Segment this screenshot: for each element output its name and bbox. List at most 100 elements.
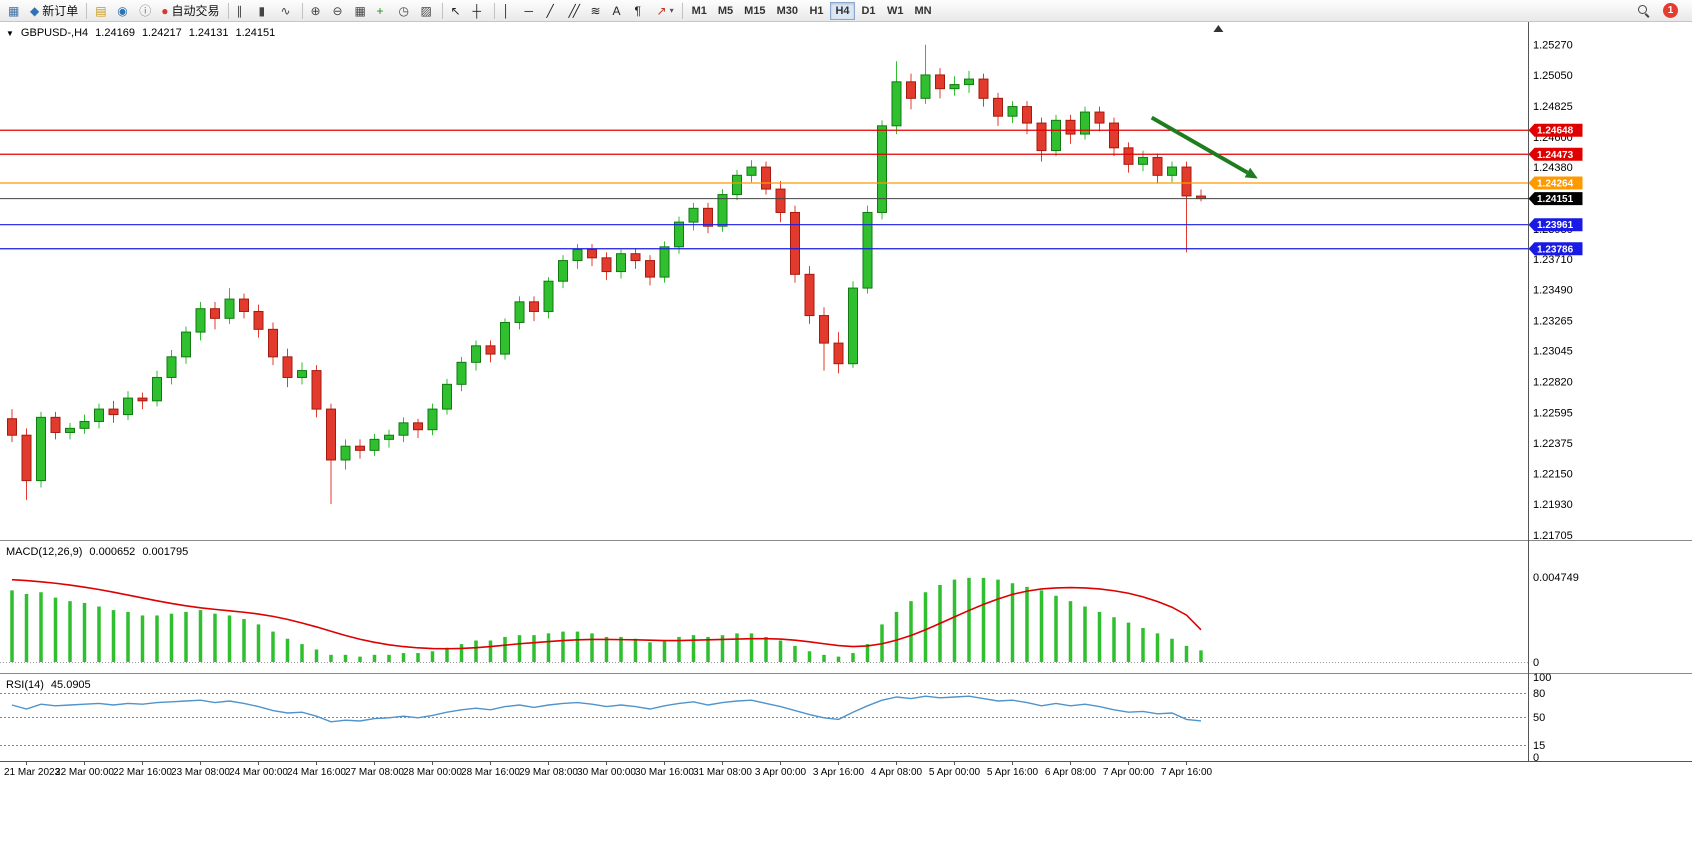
text-label-icon: ¶ [634,3,641,18]
timeframe-mn-button[interactable]: MN [909,2,936,20]
new-chart-button[interactable]: ▦ [4,1,25,20]
candle [1094,106,1105,132]
high-value: 1.24217 [141,27,182,39]
candle [326,403,336,504]
data-window-button[interactable]: ⓘ [135,1,156,20]
candle-body [1094,111,1105,124]
tile-windows-button[interactable]: ▦ [351,1,372,20]
text-button[interactable]: A [609,1,630,20]
candle-body [181,331,191,358]
price-axis-label: 1.22375 [1533,438,1573,450]
candlestick-chart-button[interactable]: ▮ [255,1,276,20]
candle-body [877,125,887,213]
candle-body [688,207,699,223]
candle-body [340,445,351,461]
crosshair-button[interactable]: ┼ [469,1,490,20]
price-level-tag-label: 1.24473 [1537,150,1574,161]
cursor-button[interactable]: ↖ [447,1,468,20]
trendline-button[interactable]: ╱ [543,1,564,20]
time-axis-label: 7 Apr 00:00 [1103,767,1155,778]
price-axis-label: 1.23710 [1533,254,1573,266]
arrows-button[interactable]: ↗ ▾ [653,1,678,20]
candle [1065,114,1076,144]
candle [616,249,626,279]
search-button[interactable] [1633,1,1654,20]
toolbar-separator [681,2,683,19]
candle [355,439,365,459]
chart-shift-marker[interactable] [1213,25,1224,32]
current-price-tag[interactable]: 1.24151 [1528,192,1583,206]
line-chart-icon: ∿ [280,3,291,18]
timeframe-h1-button[interactable]: H1 [804,2,829,20]
macd-histogram [10,577,1203,662]
indicators-button[interactable]: + [373,1,394,20]
candle [1022,101,1032,135]
candle [1007,101,1018,124]
candle-body [210,308,220,319]
time-axis-label: 4 Apr 08:00 [871,767,923,778]
price-axis-label: 1.24825 [1533,101,1573,113]
templates-button[interactable]: ▨ [417,1,438,20]
vertical-line-button[interactable]: │ [499,1,520,20]
macd-value: 0.000652 [89,546,136,558]
price-level-tag[interactable]: 1.24473 [1528,147,1583,161]
candle [195,301,206,341]
autotrading-button[interactable]: ● 自动交易 [157,1,223,20]
candle [384,429,394,448]
zoom-out-button[interactable]: ⊖ [329,1,350,20]
candle [601,252,612,280]
timeframe-m5-button[interactable]: M5 [713,2,738,20]
timeframe-m30-button[interactable]: M30 [772,2,803,20]
periods-button[interactable]: ◷ [395,1,416,20]
autotrading-icon: ● [161,3,169,18]
candle [50,411,61,440]
templates-icon: ▨ [420,3,432,18]
timeframe-d1-button[interactable]: D1 [856,2,881,20]
timeframe-m15-button[interactable]: M15 [739,2,770,20]
candle [761,161,771,195]
candle-body [833,342,844,365]
candle [978,73,989,107]
candle [964,70,974,93]
candle-body [297,370,307,378]
candle-body [195,308,206,333]
cursor-icon: ↖ [450,3,461,18]
zoom-in-button[interactable]: ⊕ [307,1,328,20]
candle-body [50,416,61,433]
bar-chart-button[interactable]: ∥ [233,1,254,20]
chart-canvas[interactable]: 1.252701.250501.248251.246001.243801.241… [0,22,1692,847]
candle-body [558,260,568,282]
price-level-tag[interactable]: 1.24264 [1528,176,1583,190]
candle [152,370,162,407]
candlestick-chart-icon: ▮ [258,3,266,18]
macd-signal-value: 0.001795 [142,546,189,558]
timeframe-w1-button[interactable]: W1 [882,2,909,20]
candle-body [746,166,757,176]
macd-signal-line [11,578,1202,650]
candle-body [775,188,786,213]
line-chart-button[interactable]: ∿ [277,1,298,20]
candle-body [804,273,815,317]
market-watch-button[interactable]: ◉ [113,1,134,20]
fibonacci-button[interactable]: ≋ [587,1,608,20]
candle-body [253,310,264,330]
candle [471,340,481,371]
trend-arrow[interactable] [1150,115,1258,179]
price-level-tag[interactable]: 1.24648 [1528,123,1583,137]
time-axis-label: 28 Mar 00:00 [403,767,462,778]
price-level-tag[interactable]: 1.23786 [1528,242,1583,256]
equidistant-channel-button[interactable]: ╱╱ [565,1,586,20]
timeframe-h4-button[interactable]: H4 [829,1,855,20]
notifications-button[interactable]: 1 [1659,1,1682,20]
horizontal-line-button[interactable]: ─ [521,1,542,20]
candle [920,44,931,104]
price-level-tag[interactable]: 1.23961 [1528,218,1583,232]
candle-body [529,301,539,312]
new-order-button[interactable]: ◆ 新订单 [26,1,82,20]
charts-profile-button[interactable]: ▤ [91,1,112,20]
timeframe-m1-button[interactable]: M1 [687,2,712,20]
text-label-button[interactable]: ¶ [631,1,652,20]
time-axis-label: 30 Mar 16:00 [635,767,694,778]
chart-collapse-icon[interactable]: ▼ [6,28,14,38]
new-order-label: 新订单 [42,4,79,18]
